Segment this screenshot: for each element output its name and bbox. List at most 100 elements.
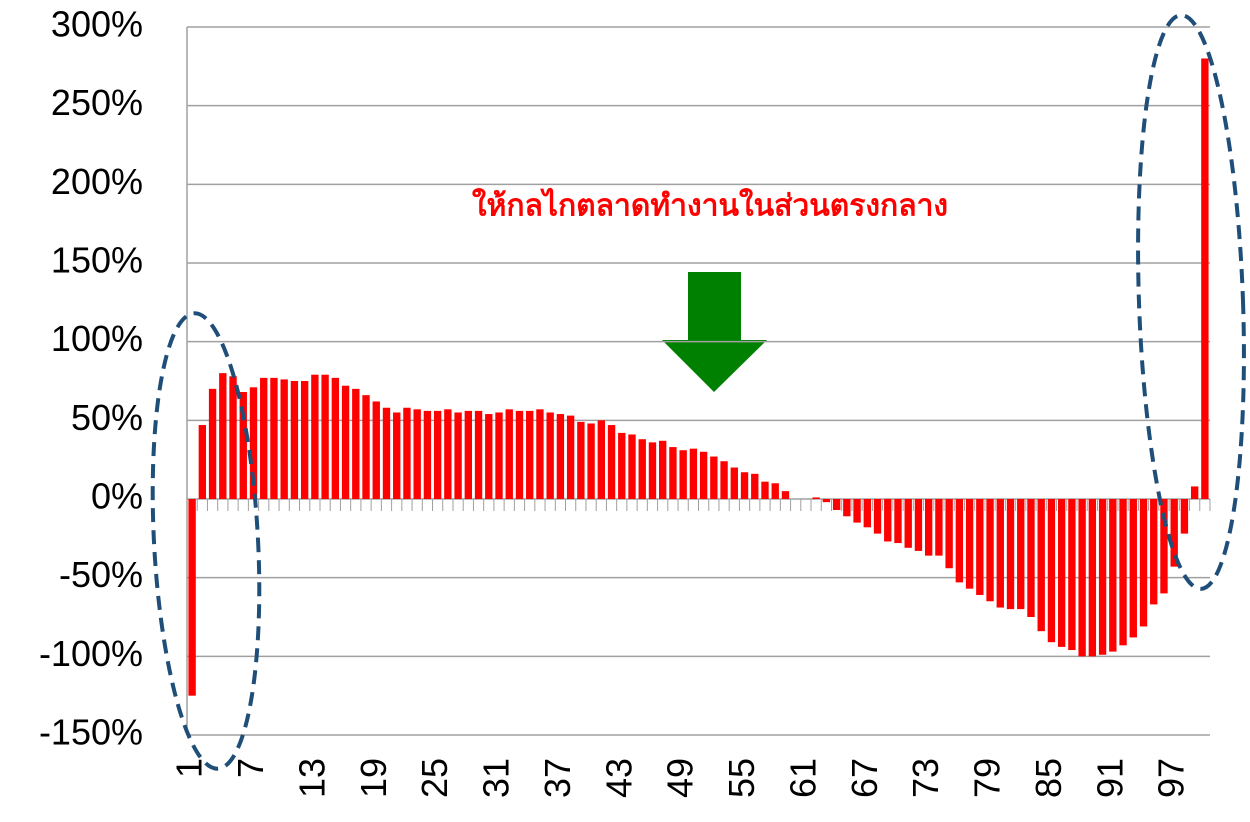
y-tick-label: 50% xyxy=(71,397,143,438)
bar xyxy=(669,447,677,499)
bar xyxy=(1170,499,1178,567)
x-tick-label: 19 xyxy=(353,758,394,798)
bar xyxy=(1160,499,1168,594)
bar xyxy=(495,412,503,499)
bar xyxy=(638,439,646,499)
bar xyxy=(485,414,493,499)
bar xyxy=(280,379,288,499)
bar xyxy=(352,388,360,499)
bar xyxy=(444,409,452,499)
bar xyxy=(1201,58,1209,499)
bar xyxy=(188,499,196,696)
bar xyxy=(587,423,595,499)
bar xyxy=(679,450,687,499)
bar xyxy=(843,499,851,517)
bar xyxy=(863,499,871,528)
bar xyxy=(986,499,994,602)
bar xyxy=(730,467,738,499)
bar xyxy=(1180,499,1189,534)
bar xyxy=(884,499,892,542)
bar xyxy=(935,499,943,556)
bar xyxy=(1098,499,1107,655)
bar xyxy=(433,410,442,499)
y-tick-label: 200% xyxy=(51,161,143,202)
bar xyxy=(1139,499,1148,627)
bar xyxy=(260,377,268,499)
bar xyxy=(311,374,319,499)
bar xyxy=(270,377,278,499)
bar xyxy=(832,499,841,511)
bar xyxy=(454,412,462,499)
y-tick-label: -100% xyxy=(39,633,143,674)
bar xyxy=(1057,499,1066,647)
bar xyxy=(976,499,984,595)
bar xyxy=(710,456,718,499)
bar xyxy=(648,442,657,499)
bar xyxy=(812,497,820,499)
bar xyxy=(505,409,513,499)
bar xyxy=(914,499,923,551)
bar xyxy=(751,473,759,499)
bar xyxy=(1119,499,1127,646)
y-tick-label: 0% xyxy=(91,476,143,517)
bar xyxy=(761,481,769,499)
bar xyxy=(300,381,309,499)
y-tick-label: 100% xyxy=(51,318,143,359)
bar xyxy=(393,412,401,499)
bar xyxy=(607,425,616,499)
x-tick-label: 49 xyxy=(660,758,701,798)
bar xyxy=(536,409,544,499)
bar xyxy=(362,395,370,499)
bar xyxy=(894,499,902,544)
bar xyxy=(924,499,933,556)
x-tick-label: 91 xyxy=(1089,758,1130,798)
bar xyxy=(382,407,391,499)
y-tick-label: -150% xyxy=(39,712,143,753)
y-tick-label: -50% xyxy=(59,554,143,595)
bar xyxy=(955,499,964,583)
x-tick-label: 67 xyxy=(844,758,885,798)
bar xyxy=(403,407,411,499)
y-tick-label: 150% xyxy=(51,240,143,281)
bar xyxy=(822,499,831,503)
bar xyxy=(229,376,237,499)
y-tick-label: 250% xyxy=(51,82,143,123)
bar xyxy=(249,387,258,499)
x-tick-label: 25 xyxy=(414,758,455,798)
bar xyxy=(413,409,421,499)
bar xyxy=(853,499,861,523)
x-tick-label: 61 xyxy=(782,758,823,798)
x-tick-label: 31 xyxy=(476,758,517,798)
bar xyxy=(331,377,340,499)
bar xyxy=(689,448,698,499)
bar xyxy=(1027,499,1035,617)
bar xyxy=(1190,486,1199,499)
bar xyxy=(699,451,708,499)
x-tick-label: 1 xyxy=(169,758,210,778)
x-tick-label: 79 xyxy=(967,758,1008,798)
bar xyxy=(628,434,636,499)
bar xyxy=(474,410,483,499)
bar xyxy=(219,373,227,499)
bar xyxy=(526,410,534,499)
annotation: ให้กลไกตลาดทำงานในส่วนตรงกลาง xyxy=(472,188,948,224)
bar xyxy=(740,472,749,499)
bar xyxy=(239,392,247,499)
bar xyxy=(1017,499,1025,610)
y-tick-label: 300% xyxy=(51,4,143,45)
x-tick-label: 43 xyxy=(598,758,639,798)
bar xyxy=(290,381,299,499)
bar xyxy=(515,410,524,499)
bar xyxy=(781,491,790,499)
x-tick-label: 73 xyxy=(905,758,946,798)
bar xyxy=(198,425,207,499)
bar xyxy=(904,499,912,548)
bar xyxy=(618,432,626,499)
bar xyxy=(372,401,380,499)
bar xyxy=(965,499,974,589)
bar xyxy=(1109,499,1117,652)
bar xyxy=(321,374,329,499)
bar xyxy=(423,410,432,499)
bar xyxy=(720,461,728,499)
